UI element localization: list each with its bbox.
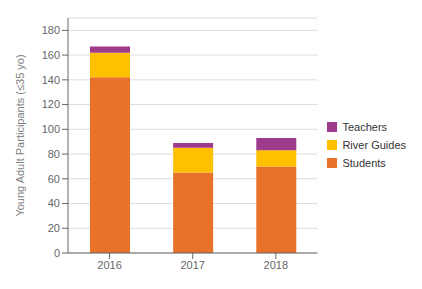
svg-text:140: 140 [42, 74, 60, 86]
svg-text:20: 20 [48, 222, 60, 234]
html-text:River Guides: River Guides [342, 138, 406, 151]
svg-text:2016: 2016 [97, 259, 121, 271]
svg-text:40: 40 [48, 197, 60, 209]
svg-text:120: 120 [42, 98, 60, 110]
svg-text:80: 80 [48, 148, 60, 160]
svg-text:100: 100 [42, 123, 60, 135]
svg-text:180: 180 [42, 24, 60, 36]
html-text:Students: Students [342, 156, 386, 169]
svg-text:2017: 2017 [180, 259, 204, 271]
svg-text:0: 0 [54, 247, 60, 259]
svg-text:Young Adult Participants (≤35: Young Adult Participants (≤35 yo) [14, 54, 26, 216]
html-text:Teachers: Teachers [342, 120, 388, 133]
svg-text:2018: 2018 [264, 259, 288, 271]
svg-text:160: 160 [42, 49, 60, 61]
svg-text:60: 60 [48, 173, 60, 185]
